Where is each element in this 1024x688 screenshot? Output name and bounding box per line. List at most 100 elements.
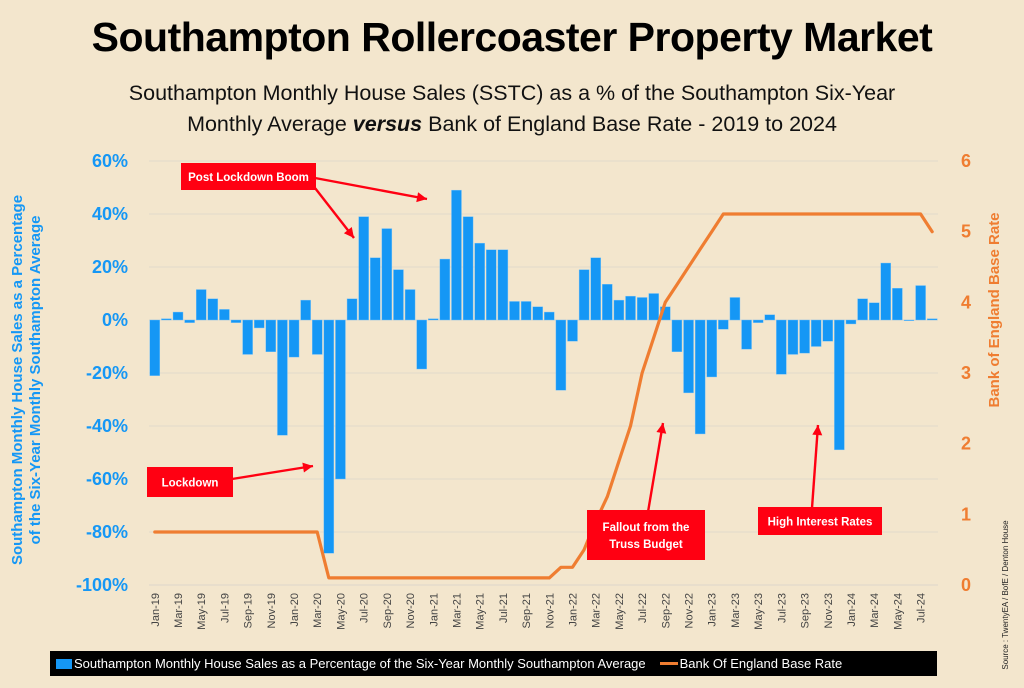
subtitle-emphasis: versus bbox=[352, 112, 423, 136]
annotations: Post Lockdown Boom Lockdown Fallout from t… bbox=[147, 163, 882, 560]
legend: Southampton Monthly House Sales as a Per… bbox=[50, 651, 937, 676]
bar-Feb-21 bbox=[439, 258, 451, 321]
x-tick-label: May-21 bbox=[475, 593, 487, 630]
subtitle-line-2-pre: Monthly Average bbox=[187, 112, 353, 136]
bar-May-23 bbox=[752, 319, 764, 323]
annotation-text: High Interest Rates bbox=[768, 517, 873, 529]
x-tick-label: Sep-19 bbox=[243, 593, 255, 628]
bar-Aug-22 bbox=[648, 293, 659, 321]
bar-Apr-21 bbox=[462, 216, 474, 321]
bar-Nov-23 bbox=[822, 319, 833, 342]
annotation-box bbox=[147, 467, 233, 497]
x-tick-label: Mar-21 bbox=[451, 593, 463, 628]
right-tick-label: 4 bbox=[961, 292, 971, 312]
left-tick-label: -100% bbox=[76, 575, 128, 595]
bar-Nov-20 bbox=[404, 289, 416, 321]
bar-Dec-23 bbox=[834, 319, 845, 451]
bar-Jun-23 bbox=[764, 314, 775, 321]
bar-Apr-23 bbox=[741, 319, 752, 350]
left-tick-label: 0% bbox=[102, 310, 128, 330]
right-tick-label: 2 bbox=[961, 434, 971, 454]
annotation-post-lockdown-boom: Post Lockdown Boom bbox=[181, 163, 316, 190]
left-tick-label: 20% bbox=[92, 257, 128, 277]
x-tick-label: Jan-19 bbox=[150, 593, 162, 627]
bar-Apr-19 bbox=[184, 319, 195, 323]
bar-Feb-19 bbox=[161, 318, 172, 321]
bar-Jul-20 bbox=[358, 216, 369, 321]
annotation-truss-budget: Fallout from the Truss Budget bbox=[587, 510, 705, 560]
bar-Sep-19 bbox=[242, 319, 253, 355]
bar-Jun-21 bbox=[486, 249, 497, 321]
left-axis-title-line: of the Six-Year Monthly Southampton Aver… bbox=[27, 216, 44, 545]
bar-Oct-20 bbox=[393, 269, 404, 321]
bar-May-24 bbox=[892, 288, 903, 321]
right-tick-label: 6 bbox=[961, 151, 971, 171]
arrowhead-icon bbox=[343, 227, 354, 238]
bar-Mar-22 bbox=[590, 257, 601, 321]
bar-Feb-23 bbox=[718, 319, 729, 330]
bar-Jun-24 bbox=[903, 319, 915, 322]
arrowhead-icon bbox=[416, 192, 427, 203]
annotation-box bbox=[758, 507, 882, 535]
annotation-text: Fallout from the bbox=[603, 522, 690, 534]
x-tick-label: May-19 bbox=[196, 593, 208, 630]
left-axis: 60% 40% 20% 0% -20% -40% -60% -80% -100% bbox=[76, 151, 128, 595]
annotation-high-interest: High Interest Rates bbox=[758, 507, 882, 535]
bar-Sep-21 bbox=[520, 301, 532, 321]
right-tick-label: 0 bbox=[961, 575, 971, 595]
x-tick-label: Jul-21 bbox=[498, 593, 510, 623]
bar-Dec-22 bbox=[694, 319, 706, 435]
bar-Jul-22 bbox=[636, 297, 648, 321]
x-tick-label: May-24 bbox=[892, 593, 904, 630]
right-axis-title: Bank of England Base Rate bbox=[986, 212, 1003, 407]
left-axis-title-line: Southampton Monthly House Sales as a Per… bbox=[9, 195, 26, 565]
bar-Oct-19 bbox=[254, 319, 265, 329]
bar-Nov-21 bbox=[544, 311, 555, 321]
x-tick-label: Jul-22 bbox=[637, 593, 649, 623]
legend-line-swatch bbox=[659, 662, 678, 665]
annotation-box bbox=[587, 510, 705, 560]
x-tick-label: Jan-22 bbox=[568, 593, 580, 627]
bar-Mar-21 bbox=[451, 189, 462, 321]
bar-Aug-21 bbox=[509, 301, 520, 321]
bar-Jul-23 bbox=[776, 319, 787, 375]
bar-May-19 bbox=[196, 289, 207, 321]
x-tick-label: Mar-24 bbox=[869, 593, 881, 628]
left-tick-label: -40% bbox=[86, 416, 128, 436]
subtitle-line-2: Monthly Average versus Bank of England B… bbox=[0, 109, 1024, 140]
bar-Dec-20 bbox=[416, 319, 427, 370]
arrowhead-icon bbox=[656, 423, 667, 434]
left-tick-label: 40% bbox=[92, 204, 128, 224]
bar-Jan-24 bbox=[845, 319, 857, 325]
bar-Jan-21 bbox=[428, 318, 439, 321]
bar-May-21 bbox=[474, 242, 485, 321]
bar-Nov-19 bbox=[265, 319, 277, 352]
x-tick-label: Mar-23 bbox=[730, 593, 742, 628]
x-tick-label: Nov-21 bbox=[544, 593, 556, 628]
right-tick-label: 5 bbox=[961, 222, 971, 242]
bar-Oct-23 bbox=[810, 319, 822, 347]
right-tick-label: 3 bbox=[961, 363, 971, 383]
x-tick-label: May-22 bbox=[614, 593, 626, 630]
x-tick-label: Mar-22 bbox=[591, 593, 603, 628]
annotation-text: Post Lockdown Boom bbox=[188, 172, 309, 184]
left-tick-label: -60% bbox=[86, 469, 128, 489]
bar-Jul-19 bbox=[219, 309, 230, 321]
annotation-text: Truss Budget bbox=[609, 539, 683, 551]
bar-Jan-20 bbox=[288, 319, 300, 358]
bar-Nov-22 bbox=[683, 319, 694, 394]
bar-Aug-23 bbox=[787, 319, 799, 355]
x-tick-label: Nov-23 bbox=[823, 593, 835, 628]
bar-Jun-20 bbox=[346, 298, 358, 321]
x-tick-label: Nov-20 bbox=[405, 593, 417, 628]
bar-Mar-19 bbox=[172, 311, 184, 321]
bar-Aug-24 bbox=[926, 318, 938, 321]
x-tick-label: Jan-24 bbox=[846, 593, 858, 627]
bar-May-22 bbox=[613, 299, 625, 321]
annotation-arrow bbox=[314, 176, 428, 201]
x-tick-label: Jul-24 bbox=[916, 593, 928, 623]
chart-subtitle: Southampton Monthly House Sales (SSTC) a… bbox=[0, 78, 1024, 140]
line-series bbox=[153, 212, 934, 580]
bar-series bbox=[149, 189, 938, 554]
